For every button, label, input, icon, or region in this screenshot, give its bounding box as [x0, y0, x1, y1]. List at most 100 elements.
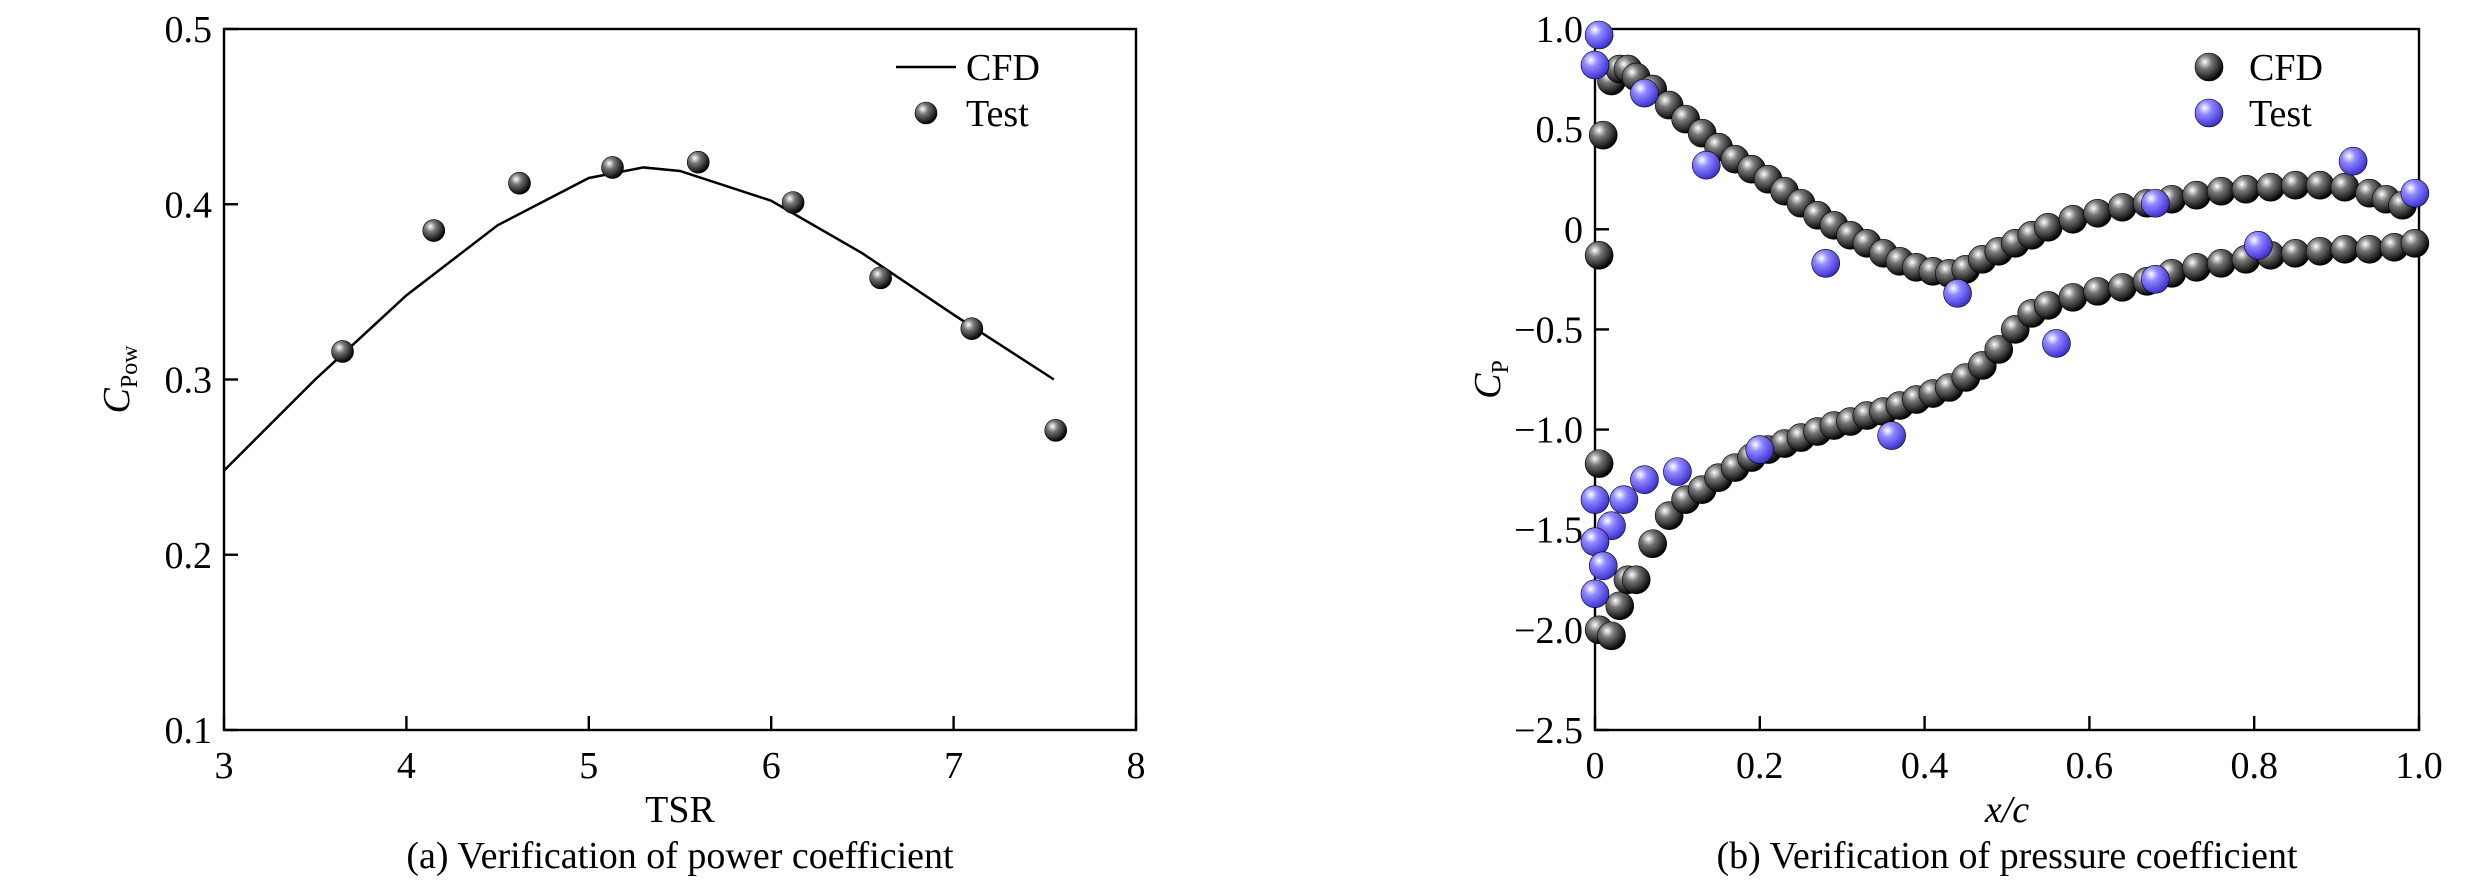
data-point	[1044, 419, 1068, 442]
data-point	[2231, 174, 2261, 204]
data-point	[2206, 249, 2236, 278]
data-point	[331, 340, 354, 363]
x-tick-label: 0	[1586, 745, 1605, 787]
x-tick-label: 0.8	[2230, 745, 2278, 787]
x-axis-label: x/c	[1984, 789, 2029, 831]
data-point	[2058, 204, 2088, 234]
data-point	[1638, 529, 1667, 559]
data-point	[1609, 485, 1639, 514]
data-point	[2338, 146, 2368, 176]
data-point	[1584, 241, 1614, 270]
data-point	[1580, 527, 1610, 557]
data-point	[869, 266, 892, 290]
data-point	[2033, 291, 2063, 320]
data-point	[2256, 172, 2285, 202]
y-tick-label: −1.0	[1514, 410, 1583, 452]
data-point	[2206, 176, 2236, 206]
data-point	[1984, 335, 2014, 364]
caption: (b) Verification of pressure coefficient	[1716, 835, 2297, 877]
data-point	[2108, 273, 2137, 302]
y-tick-label: −2.0	[1514, 610, 1583, 652]
data-point	[1588, 120, 1618, 150]
y-tick-label: 0.5	[1536, 109, 1584, 151]
data-point	[2108, 192, 2137, 222]
x-tick-label: 5	[579, 745, 598, 787]
y-tick-label: 0.3	[165, 360, 213, 402]
legend-label: Test	[2249, 93, 2312, 135]
y-tick-label: −2.5	[1514, 710, 1583, 752]
data-point	[1877, 421, 1906, 450]
data-point	[2400, 229, 2430, 258]
x-tick-label: 8	[1127, 745, 1146, 787]
y-tick-label: 0.5	[165, 9, 213, 51]
data-point	[1580, 579, 1610, 609]
data-point	[1811, 249, 1841, 278]
y-axis-label: CPow	[96, 345, 143, 414]
chart: 0 0.2 0.4 0.6 0.8 1.0 −2.5 −2.0 −1.5 −1.0 −0.5 0 0.5…	[1467, 9, 2443, 877]
data-point	[1580, 50, 1610, 80]
legend-swatch	[914, 101, 938, 125]
data-point	[2033, 212, 2063, 242]
data-point	[1584, 449, 1614, 478]
data-point	[2058, 283, 2088, 312]
x-tick-label: 0.6	[2066, 745, 2114, 787]
x-tick-label: 0.4	[1901, 745, 1949, 787]
data-point	[2330, 172, 2360, 202]
data-point	[2400, 178, 2430, 208]
data-point	[1597, 621, 1626, 651]
data-point	[2083, 198, 2112, 228]
y-tick-label: 0.4	[165, 184, 213, 226]
y-axis-label-sub: Pow	[117, 345, 143, 388]
cfd-line	[223, 166, 1055, 472]
data-point	[1630, 465, 1659, 494]
x-tick-label: 3	[215, 745, 234, 787]
y-axis-label-main: C	[96, 388, 138, 414]
x-tick-label: 4	[397, 745, 416, 787]
caption: (a) Verification of power coefficient	[406, 835, 954, 877]
data-point	[781, 191, 805, 214]
legend-label: Test	[966, 93, 1029, 135]
data-point	[2244, 231, 2273, 260]
data-point	[1630, 78, 1659, 108]
data-point	[2042, 329, 2071, 358]
legend-label: CFD	[2249, 47, 2323, 89]
data-point	[1745, 435, 1775, 464]
data-point	[1663, 457, 1692, 486]
data-point	[1943, 279, 1972, 308]
data-point	[960, 317, 984, 340]
chart: 3 4 5 6 7 8 0.1 0.2 0.3 0.4 0.5 TSR CPow (a) Verifica…	[96, 9, 1146, 877]
data-point	[508, 171, 531, 195]
x-tick-label: 0.2	[1736, 745, 1784, 787]
legend-swatch	[2194, 52, 2224, 82]
data-point	[1605, 591, 1635, 621]
data-point	[2141, 265, 2170, 294]
y-tick-label: 1.0	[1536, 9, 1584, 51]
data-point	[2141, 188, 2170, 218]
data-point	[1691, 150, 1721, 180]
data-point	[2355, 235, 2384, 264]
y-tick-label: −1.5	[1514, 510, 1583, 552]
data-point	[2330, 235, 2360, 264]
data-point	[422, 219, 446, 242]
y-tick-label: 0.2	[165, 535, 213, 577]
data-point	[1584, 20, 1614, 50]
data-point	[2182, 253, 2211, 282]
x-axis-label: TSR	[645, 789, 715, 831]
y-tick-label: 0.1	[165, 710, 213, 752]
y-axis-label-sub: P	[1488, 360, 1514, 373]
data-point	[2281, 239, 2310, 268]
y-axis-label: CP	[1467, 360, 1514, 399]
data-point	[2305, 170, 2335, 200]
y-tick-label: −0.5	[1514, 309, 1583, 351]
y-axis-label-main: C	[1467, 373, 1509, 399]
data-point	[2182, 180, 2211, 210]
x-tick-label: 1.0	[2395, 745, 2443, 787]
plot-frame	[1593, 27, 2421, 732]
data-point	[686, 150, 710, 174]
data-point	[1588, 551, 1618, 581]
x-tick-label: 7	[944, 745, 963, 787]
legend-label: CFD	[966, 47, 1040, 89]
data-point	[601, 156, 624, 179]
x-tick-label: 6	[762, 745, 781, 787]
